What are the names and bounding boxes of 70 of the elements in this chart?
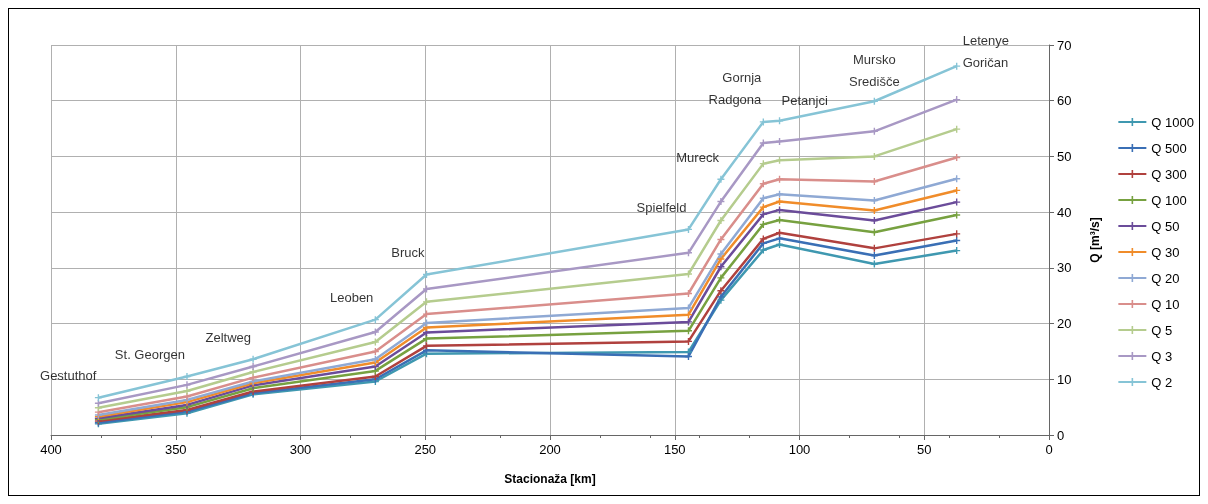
y-axis-title: Q [m³/s] [1088, 217, 1102, 263]
y-tick-label: 70 [1057, 37, 1072, 53]
point [249, 368, 257, 376]
point [717, 263, 725, 271]
x-tick-label: 100 [788, 442, 811, 457]
annotation: Zeltweg [205, 329, 252, 345]
point [717, 274, 725, 282]
y-tick-label: 60 [1057, 93, 1072, 109]
point [776, 216, 784, 224]
legend-label: Q 1000 [1151, 114, 1195, 130]
point [371, 338, 379, 346]
annotation: St. Georgen [114, 347, 185, 362]
point [953, 198, 961, 206]
legend-label: Q 100 [1151, 192, 1187, 208]
legend-label: Q 20 [1151, 270, 1180, 286]
x-tick-label: 300 [289, 442, 312, 457]
legend-label: Q 2 [1151, 374, 1173, 390]
legend-label: Q 50 [1151, 218, 1180, 234]
y-tick-label: 50 [1057, 148, 1072, 164]
point [423, 298, 430, 306]
point [183, 373, 191, 380]
point [183, 387, 191, 395]
point [953, 62, 961, 70]
point [759, 203, 767, 211]
legend-label: Q 500 [1151, 140, 1187, 156]
annotation: Bruck [391, 245, 425, 261]
point [249, 362, 257, 370]
x-tick-label: 0 [1045, 442, 1053, 457]
point [371, 328, 379, 336]
y-tick-label: 0 [1057, 427, 1065, 443]
point [717, 250, 725, 258]
x-tick-label: 150 [663, 442, 686, 457]
y-tick-label: 40 [1057, 204, 1072, 220]
x-tick-label: 200 [539, 442, 561, 457]
point [759, 235, 767, 243]
legend-label: Q 5 [1151, 322, 1173, 338]
point [953, 125, 961, 133]
x-tick-label: 250 [414, 442, 437, 457]
point [953, 230, 961, 238]
x-axis-title: Stacionaža [km] [504, 472, 596, 486]
point [717, 235, 725, 243]
point [870, 260, 878, 268]
x-tick-label: 50 [917, 442, 932, 457]
point [183, 381, 191, 389]
point [776, 206, 784, 214]
point [953, 211, 961, 219]
y-tick-label: 30 [1057, 260, 1072, 276]
annotation: Mursko Središče [849, 51, 900, 89]
annotation: Petanjci [781, 93, 828, 109]
annotation: Gestuthof [40, 368, 97, 384]
point [423, 285, 430, 293]
point [717, 198, 725, 206]
annotation: Leoben [329, 290, 374, 306]
y-tick-label: 10 [1057, 371, 1072, 387]
point [717, 217, 725, 224]
annotation: Spielfeld [636, 199, 687, 215]
legend-label: Q 10 [1151, 296, 1180, 312]
legend-label: Q 300 [1151, 166, 1187, 182]
annotation: Letenye Goričan [962, 32, 1009, 70]
legend-label: Q 3 [1151, 348, 1173, 364]
point [717, 175, 725, 183]
x-tick-label: 400 [40, 442, 62, 457]
annotation: Gornja Radgona [708, 70, 763, 108]
point [249, 355, 257, 363]
point [759, 246, 767, 254]
point [717, 287, 725, 295]
x-tick-label: 350 [164, 442, 187, 457]
legend-label: Q 30 [1151, 244, 1180, 260]
y-tick-label: 20 [1057, 316, 1072, 332]
annotation: Mureck [676, 149, 720, 165]
